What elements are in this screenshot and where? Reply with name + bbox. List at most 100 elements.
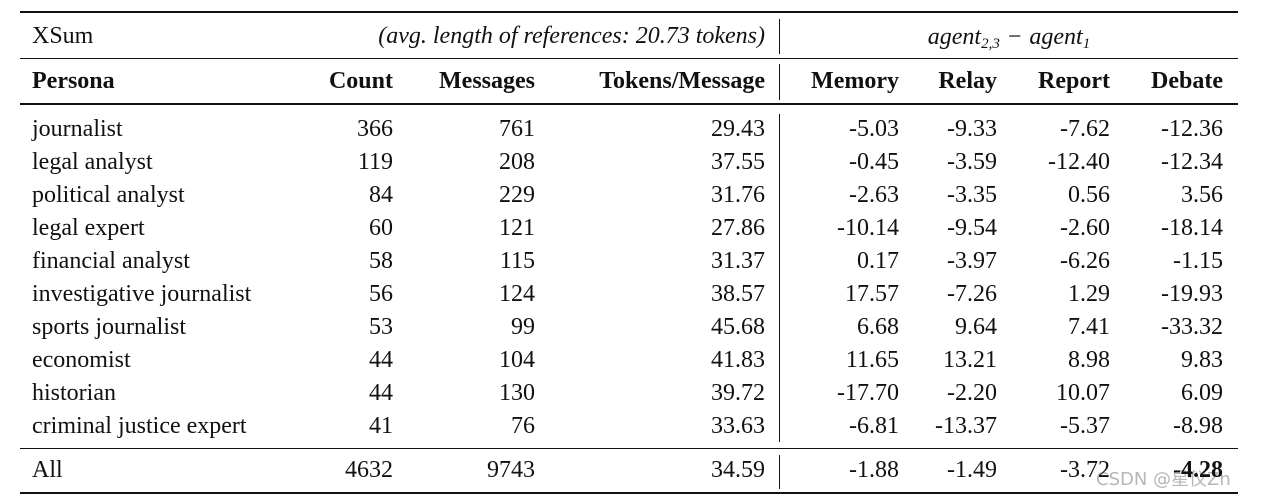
cell-value: -9.33 (947, 116, 997, 142)
cell-value: -17.70 (837, 380, 899, 406)
row-label: political analyst (32, 182, 185, 208)
total-value: -1.49 (947, 457, 997, 483)
total-value: -1.88 (849, 457, 899, 483)
column-divider (779, 114, 780, 442)
cell-value: -7.26 (947, 281, 997, 307)
total-rule (20, 448, 1238, 449)
cell-value: -33.32 (1161, 314, 1223, 340)
cell-value: 104 (499, 347, 535, 373)
cell-value: -7.62 (1060, 116, 1110, 142)
cell-value: 0.17 (857, 248, 899, 274)
cell-value: 0.56 (1068, 182, 1110, 208)
column-header: Persona (32, 68, 115, 94)
cell-value: -10.14 (837, 215, 899, 241)
cell-value: -6.26 (1060, 248, 1110, 274)
cell-value: -2.60 (1060, 215, 1110, 241)
total-value: 4632 (345, 457, 393, 483)
subscript: 1 (1082, 36, 1091, 52)
dataset-name: XSum (32, 23, 94, 49)
row-label: financial analyst (32, 248, 190, 274)
cell-value: 38.57 (711, 281, 765, 307)
cell-value: 761 (499, 116, 535, 142)
cell-value: 9.83 (1181, 347, 1223, 373)
cell-value: 229 (499, 182, 535, 208)
cell-value: -6.81 (849, 413, 899, 439)
term: agent (1029, 24, 1083, 50)
cell-value: -5.37 (1060, 413, 1110, 439)
cell-value: 115 (499, 248, 535, 274)
cell-value: 29.43 (711, 116, 765, 142)
column-header: Tokens/Message (599, 68, 765, 94)
cell-value: -12.36 (1161, 116, 1223, 142)
row-label: journalist (32, 116, 123, 142)
cell-value: -13.37 (935, 413, 997, 439)
cell-value: 10.07 (1056, 380, 1110, 406)
cell-value: 9.64 (955, 314, 997, 340)
cell-value: 27.86 (711, 215, 765, 241)
header-rule (20, 103, 1238, 105)
column-header: Count (328, 68, 393, 94)
cell-value: 7.41 (1068, 314, 1110, 340)
group-label: agent2,3− agent1 (780, 22, 1238, 52)
cell-value: 6.68 (857, 314, 899, 340)
cell-value: 208 (499, 149, 535, 175)
cell-value: -1.15 (1173, 248, 1223, 274)
cell-value: -12.34 (1161, 149, 1223, 175)
cell-value: 56 (369, 281, 393, 307)
cell-value: -2.63 (849, 182, 899, 208)
top-rule (20, 11, 1238, 13)
cell-value: 8.98 (1068, 347, 1110, 373)
cell-value: 76 (511, 413, 535, 439)
cell-value: 33.63 (711, 413, 765, 439)
total-label: All (32, 457, 63, 483)
total-value: 9743 (487, 457, 535, 483)
row-label: historian (32, 380, 116, 406)
column-divider (779, 455, 780, 489)
cell-value: 31.37 (711, 248, 765, 274)
cell-value: 84 (369, 182, 393, 208)
column-header: Messages (439, 68, 535, 94)
cell-value: 53 (369, 314, 393, 340)
column-header: Relay (938, 68, 997, 94)
total-value: -4.28 (1173, 457, 1223, 483)
total-value: 34.59 (711, 457, 765, 483)
group-rule (20, 58, 1238, 59)
cell-value: 45.68 (711, 314, 765, 340)
row-label: investigative journalist (32, 281, 252, 307)
row-label: sports journalist (32, 314, 186, 340)
cell-value: 17.57 (845, 281, 899, 307)
cell-value: 39.72 (711, 380, 765, 406)
column-divider (779, 19, 780, 54)
cell-value: -3.59 (947, 149, 997, 175)
cell-value: 3.56 (1181, 182, 1223, 208)
column-header: Memory (811, 68, 899, 94)
cell-value: 6.09 (1181, 380, 1223, 406)
cell-value: -9.54 (947, 215, 997, 241)
watermark: CSDN @星仪Zn (1096, 469, 1231, 490)
cell-value: -18.14 (1161, 215, 1223, 241)
cell-value: 124 (499, 281, 535, 307)
row-label: legal analyst (32, 149, 153, 175)
cell-value: 119 (357, 149, 393, 175)
cell-value: 11.65 (845, 347, 899, 373)
cell-value: -3.97 (947, 248, 997, 274)
cell-value: 121 (499, 215, 535, 241)
cell-value: 13.21 (943, 347, 997, 373)
cell-value: -12.40 (1048, 149, 1110, 175)
cell-value: 366 (357, 116, 393, 142)
cell-value: 58 (369, 248, 393, 274)
column-divider (779, 64, 780, 100)
term: agent (927, 24, 982, 50)
subscript: 2,3 (981, 36, 1000, 52)
cell-value: 41.83 (711, 347, 765, 373)
cell-value: 60 (369, 215, 393, 241)
dataset-note: (avg. length of references: 20.73 tokens… (378, 23, 765, 49)
cell-value: -0.45 (849, 149, 899, 175)
cell-value: -3.35 (947, 182, 997, 208)
cell-value: 37.55 (711, 149, 765, 175)
cell-value: -5.03 (849, 116, 899, 142)
cell-value: -8.98 (1173, 413, 1223, 439)
row-label: legal expert (32, 215, 145, 241)
row-label: criminal justice expert (32, 413, 247, 439)
